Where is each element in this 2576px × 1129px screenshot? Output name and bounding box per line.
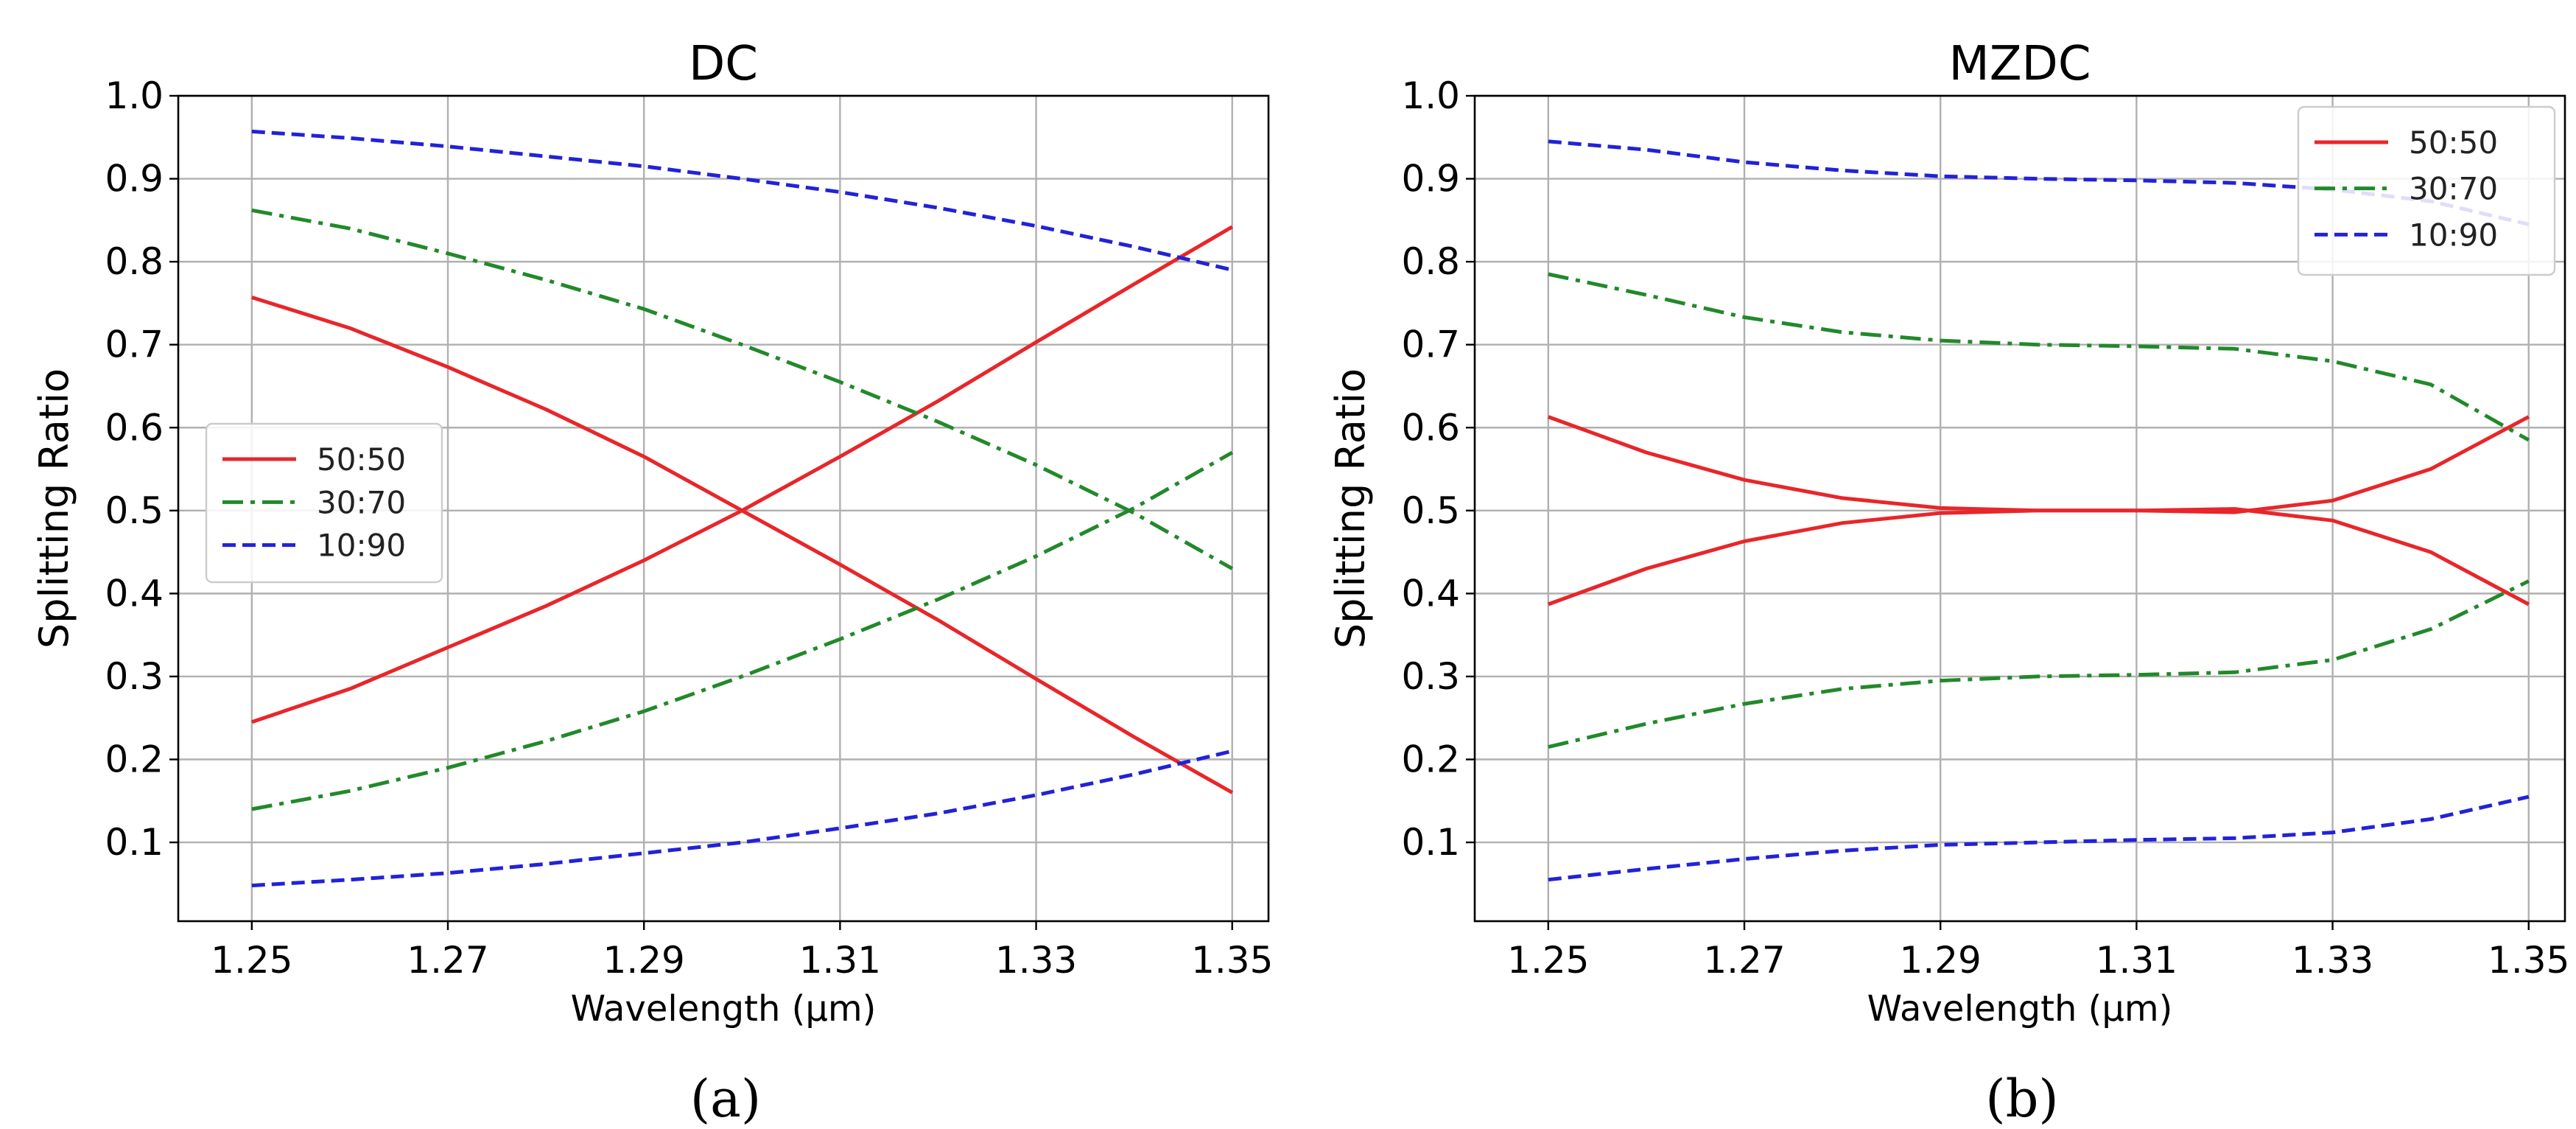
y-tick-label: 0.5	[1401, 489, 1460, 532]
x-tick-label: 1.35	[2488, 939, 2569, 982]
x-tick-label: 1.31	[799, 939, 881, 982]
legend: 50:50 30:70 10:90	[205, 422, 443, 584]
series-line-10-90-5	[1548, 794, 2530, 882]
x-tick-label: 1.35	[1191, 939, 1273, 982]
x-tick-label: 1.29	[603, 939, 685, 982]
plot-frame	[177, 94, 1270, 923]
chart-title: DC	[689, 37, 758, 91]
y-axis-label: Splitting Ratio	[1327, 368, 1374, 649]
x-tick-label: 1.33	[995, 939, 1077, 982]
chart-panel-dc: 1.25 1.27 1.29 1.31 1.33 1.35 0.1 0.2 0.3 0.4 0.5 0…	[31, 37, 1273, 1129]
x-tick-label: 1.25	[211, 939, 292, 982]
series-line-30-70-2	[251, 208, 1234, 570]
y-tick-label: 0.9	[105, 158, 164, 200]
panel-caption: (b)	[1985, 1069, 2058, 1129]
y-tick-label: 0.8	[105, 240, 164, 283]
x-axis-label: Wavelength (µm)	[571, 988, 877, 1030]
x-tick-label: 1.33	[2292, 939, 2373, 982]
x-tick-label: 1.29	[1900, 939, 1982, 982]
y-tick-label: 0.5	[105, 489, 164, 532]
y-tick-label: 1.0	[1401, 74, 1460, 117]
y-tick-label: 0.3	[1401, 655, 1460, 698]
y-tick-label: 0.9	[1401, 158, 1460, 200]
x-tick-label: 1.31	[2096, 939, 2177, 982]
y-tick-label: 0.6	[1401, 406, 1460, 449]
legend-label: 50:50	[2409, 125, 2498, 161]
legend-label: 30:70	[2409, 171, 2498, 207]
chart-title: MZDC	[1948, 37, 2091, 91]
chart-panel-mzdc: 1.25 1.27 1.29 1.31 1.33 1.35 0.1 0.2 0.3 0.4 0.5 0…	[1327, 37, 2569, 1129]
y-axis-label: Splitting Ratio	[31, 368, 77, 649]
y-tick-label: 0.4	[1401, 572, 1460, 615]
legend-label: 10:90	[2409, 217, 2498, 253]
y-tick-label: 0.8	[1401, 240, 1460, 283]
y-tick-label: 0.1	[105, 821, 164, 864]
y-tick-label: 0.3	[105, 655, 164, 698]
series-line-30-70-2	[1548, 272, 2530, 442]
series-line-30-70-3	[251, 450, 1234, 811]
series-line-50-50-1	[250, 225, 1234, 724]
series-line-30-70-3	[1548, 579, 2530, 749]
legend-label: 10:90	[317, 528, 406, 564]
series-line-10-90-5	[251, 749, 1233, 888]
x-tick-label: 1.27	[1703, 939, 1785, 982]
legend-label: 50:50	[317, 441, 406, 478]
legend: 50:50 30:70 10:90	[2297, 105, 2556, 276]
y-tick-label: 0.6	[105, 406, 164, 449]
series-line-10-90-4	[251, 129, 1233, 272]
x-tick-label: 1.27	[407, 939, 488, 982]
panel-caption: (a)	[690, 1069, 761, 1129]
y-tick-label: 0.1	[1401, 821, 1460, 864]
y-tick-label: 0.7	[1401, 324, 1460, 366]
x-axis-label: Wavelength (µm)	[1867, 988, 2173, 1030]
legend-box	[205, 422, 443, 584]
legend-label: 30:70	[317, 484, 406, 520]
y-tick-label: 0.7	[105, 324, 164, 366]
series-line-50-50-1	[1547, 415, 2530, 607]
plot-frame	[1473, 94, 2566, 923]
y-tick-label: 1.0	[105, 74, 164, 117]
y-tick-label: 0.2	[1401, 738, 1460, 781]
y-tick-label: 0.2	[105, 738, 164, 781]
y-tick-label: 0.4	[105, 572, 164, 615]
x-tick-label: 1.25	[1507, 939, 1589, 982]
